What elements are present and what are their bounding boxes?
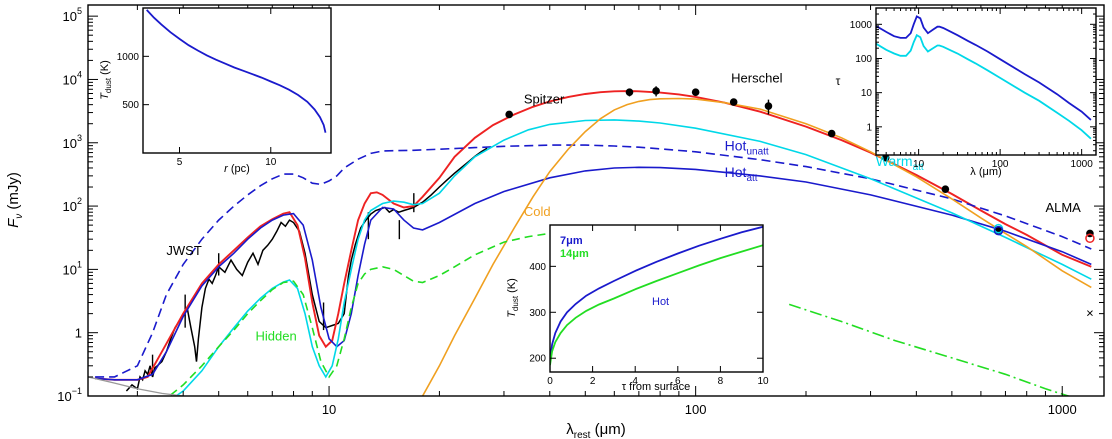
inset1-ytick-label-500: 500 (122, 100, 139, 111)
y-tick-label-0.1: 10−1 (57, 386, 82, 404)
inset3-xtick-label-6: 6 (675, 376, 681, 387)
point-alma-3 (941, 185, 950, 193)
inset3-ytick-label-400: 400 (529, 262, 546, 273)
main-axes (88, 5, 1104, 397)
inset2-xtick-label-10: 10 (913, 159, 925, 170)
cold-label: Cold (524, 204, 551, 219)
inset1-x-label: r (pc) (224, 163, 250, 175)
inset2-series-tau-cyan (876, 33, 1092, 140)
point-herschel-70 (625, 88, 634, 96)
main-plot-area: × (88, 86, 1095, 396)
inset3-background (550, 225, 763, 372)
inset1-series-t-dust-r (146, 9, 327, 133)
point-alma-1 (827, 129, 836, 138)
series-hidden-ext (788, 303, 1071, 396)
inset2-ytick-label-10: 10 (861, 88, 873, 99)
point-upper-limit: × (1086, 306, 1094, 321)
y-tick-label-10: 101 (63, 259, 82, 277)
y-tick-label-100000: 105 (63, 6, 82, 24)
series-hot-att (95, 166, 1092, 381)
inset2-x-label: λ (μm) (970, 166, 1001, 178)
series-warm-att (174, 119, 1092, 396)
y-tick-label-1: 1 (75, 326, 82, 341)
inset2-xtick-label-1000: 1000 (1071, 159, 1094, 170)
inset3-xtick-label-10: 10 (757, 376, 769, 387)
inset3-series-7-m (550, 225, 763, 361)
legend-7um: 7μm (560, 235, 583, 247)
point-model-red-open (1085, 233, 1095, 244)
point-spitzer (505, 110, 513, 119)
inset2-frame (875, 7, 1097, 156)
jwst-label: JWST (166, 243, 201, 258)
inset3-ytick-label-300: 300 (529, 308, 546, 319)
hot-att-label: Hotatt (725, 164, 758, 184)
inset2-ytick-label-1000: 1000 (850, 20, 873, 31)
x-tick-label-10: 10 (322, 402, 336, 417)
x-tick-label-100: 100 (685, 402, 707, 417)
inset1-axes: 5 10 500 1000 (117, 8, 331, 168)
inset3-plot-area (550, 225, 763, 366)
inset1-plot-area (146, 9, 327, 133)
inset-temperature-radius: 5 10 500 1000 r (pc) Tdust (K) (99, 7, 332, 175)
point-model-blue-open (993, 225, 1004, 236)
series-cold (421, 97, 1092, 396)
warm-att-label: Warmatt (876, 153, 924, 173)
hot-inset-label: Hot (652, 296, 669, 308)
hot-unatt-label: Hotunatt (725, 138, 769, 158)
inset1-xtick-label-5: 5 (177, 157, 183, 168)
x-axis-label: λrest (μm) (566, 421, 625, 439)
point-herschel-160 (691, 88, 700, 96)
inset3-frame (549, 224, 764, 373)
y-tick-label-1000: 103 (63, 133, 82, 151)
inset2-series-tau-blue (876, 15, 1092, 121)
inset1-y-label: Tdust (K) (99, 60, 113, 100)
herschel-label: Herschel (731, 70, 782, 85)
inset2-ytick-label-100: 100 (855, 54, 872, 65)
series-jwst-spectrum (125, 147, 488, 392)
inset3-xtick-label-2: 2 (590, 376, 596, 387)
inset2-background (876, 8, 1096, 155)
inset2-ytick-label-1: 1 (866, 122, 872, 133)
inset1-ytick-label-1000: 1000 (117, 52, 140, 63)
inset3-axes: 0 2 4 6 8 10 200 300 400 (529, 225, 769, 387)
inset1-frame (142, 7, 332, 154)
series-hidden (168, 230, 586, 396)
x-tick-label-1000: 1000 (1048, 402, 1077, 417)
y-tick-label-10000: 104 (63, 69, 82, 87)
inset3-series-14-m (550, 244, 763, 366)
inset3-xtick-label-4: 4 (632, 376, 638, 387)
alma-label: ALMA (1045, 200, 1081, 215)
inset2-plot-area (876, 15, 1092, 140)
main-annotations: 10 100 100010−11101102103104105JWSTSpitzer… (57, 6, 1081, 417)
inset3-xtick-label-0: 0 (547, 376, 553, 387)
hidden-label: Hidden (255, 329, 296, 344)
inset3-y-label: Tdust (K) (506, 278, 520, 318)
main-plot-frame (87, 4, 1105, 397)
inset2-axes: 10 100 1000 1 10 100 1000 (850, 7, 1096, 170)
point-alma-2 (881, 153, 890, 162)
inset2-y-label: τ (836, 74, 841, 88)
spitzer-label: Spitzer (524, 91, 565, 106)
inset1-xtick-label-10: 10 (265, 157, 277, 168)
inset3-ytick-label-200: 200 (529, 354, 546, 365)
series-hot-unatt (95, 144, 1092, 378)
inset2-xtick-label-100: 100 (992, 159, 1009, 170)
inset-optical-depth: 10 100 1000 1 10 100 1000 λ (μm) τ (836, 7, 1097, 178)
series-stellar (88, 376, 187, 396)
legend-14um: 14μm (560, 248, 589, 260)
y-tick-label-100: 102 (63, 196, 82, 214)
inset3-xtick-label-8: 8 (718, 376, 724, 387)
point-herschel-250 (729, 98, 738, 106)
inset3-x-label: τ from surface (622, 381, 691, 393)
point-herschel-350 (764, 102, 773, 110)
inset1-background (143, 8, 331, 153)
point-herschel-100 (652, 87, 660, 95)
inset-temperature-depth: 0 2 4 6 8 10 200 300 400 τ from surface Tdust (K… (506, 224, 769, 393)
y-axis-label: Fν (mJy) (5, 172, 25, 228)
main-sed-panel: × 10 100 100010−11101102103104105JWSTSpitz… (5, 4, 1105, 439)
